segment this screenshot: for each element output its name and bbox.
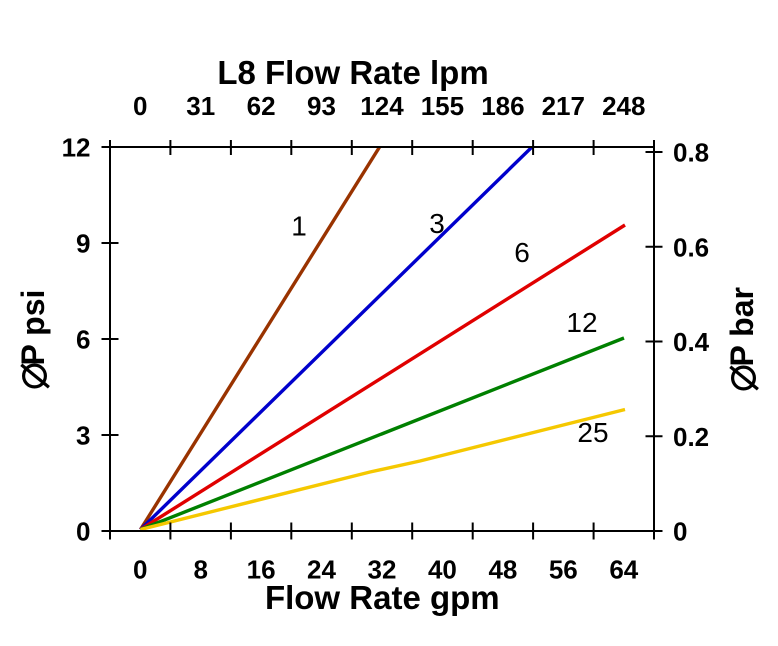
svg-text:0: 0 (133, 91, 147, 121)
svg-text:56: 56 (549, 555, 578, 585)
svg-text:1: 1 (291, 210, 307, 241)
svg-text:9: 9 (76, 229, 90, 259)
svg-text:12: 12 (62, 133, 91, 163)
svg-text:8: 8 (193, 555, 207, 585)
svg-text:6: 6 (76, 325, 90, 355)
svg-text:186: 186 (481, 91, 524, 121)
svg-text:32: 32 (368, 555, 397, 585)
svg-text:P psi: P psi (15, 290, 51, 366)
svg-text:25: 25 (577, 417, 608, 448)
svg-text:16: 16 (247, 555, 276, 585)
svg-text:62: 62 (247, 91, 276, 121)
svg-text:0: 0 (673, 517, 687, 547)
svg-text:248: 248 (602, 91, 645, 121)
svg-text:155: 155 (421, 91, 464, 121)
svg-text:3: 3 (76, 421, 90, 451)
svg-text:3: 3 (429, 208, 445, 239)
svg-text:217: 217 (542, 91, 585, 121)
svg-text:0.4: 0.4 (673, 327, 710, 357)
svg-text:12: 12 (566, 307, 597, 338)
svg-text:48: 48 (488, 555, 517, 585)
svg-text:L8 Flow Rate lpm: L8 Flow Rate lpm (217, 54, 488, 91)
svg-text:0.6: 0.6 (673, 232, 709, 262)
svg-text:0.2: 0.2 (673, 422, 709, 452)
svg-text:93: 93 (307, 91, 336, 121)
svg-text:Flow Rate gpm: Flow Rate gpm (265, 579, 500, 616)
svg-text:124: 124 (360, 91, 404, 121)
svg-text:6: 6 (514, 237, 530, 268)
svg-text:24: 24 (307, 555, 336, 585)
svg-text:64: 64 (609, 555, 638, 585)
svg-text:P bar: P bar (724, 287, 760, 366)
svg-text:40: 40 (428, 555, 457, 585)
svg-text:31: 31 (186, 91, 215, 121)
svg-text:0: 0 (76, 517, 90, 547)
svg-text:0: 0 (133, 555, 147, 585)
svg-text:0.8: 0.8 (673, 138, 709, 168)
